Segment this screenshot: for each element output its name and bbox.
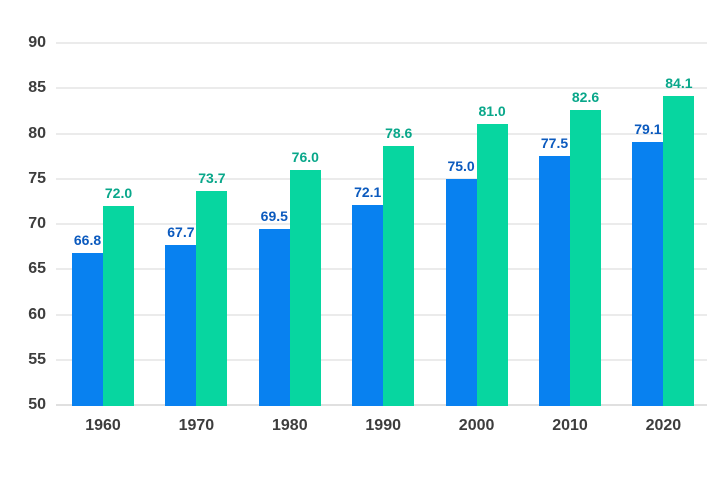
x-axis-tick-label: 1970 [178, 417, 215, 434]
bar-value-label-blue: 75.0 [447, 157, 475, 174]
bar-value-label-blue: 72.1 [354, 183, 382, 200]
bar-value-label-green: 81.0 [478, 103, 506, 120]
bar-value-label-green: 73.7 [198, 169, 226, 186]
x-axis-tick-label: 2010 [552, 417, 588, 434]
bar-value-label-blue: 79.1 [634, 120, 662, 137]
bar-value-label-green: 72.0 [104, 184, 133, 201]
bar-series-green [663, 96, 695, 406]
bar-value-label-green: 82.6 [571, 88, 600, 105]
bar-series-green [476, 124, 508, 406]
y-axis-tick-label: 70 [28, 215, 46, 232]
bar-value-label-blue: 69.5 [260, 207, 288, 224]
y-axis-tick-label: 80 [28, 124, 46, 142]
gridline [56, 42, 707, 44]
bar-value-label-blue: 66.8 [73, 231, 102, 248]
bar-value-label-green: 78.6 [385, 125, 413, 142]
y-axis-tick-label: 55 [28, 350, 46, 368]
y-axis-tick-label: 90 [28, 34, 46, 51]
y-axis-tick-label: 85 [28, 79, 46, 97]
x-axis-tick-label: 1980 [272, 417, 308, 434]
bar-value-label-blue: 77.5 [540, 135, 569, 152]
bar-series-blue [72, 252, 103, 406]
x-axis-tick-label: 2020 [645, 417, 682, 434]
bar-series-blue [352, 204, 384, 406]
bar-value-label-green: 76.0 [291, 148, 319, 165]
bar-series-blue [165, 244, 197, 406]
y-axis-tick-label: 50 [28, 396, 46, 413]
y-axis-tick-label: 75 [28, 169, 46, 187]
bar-value-label-green: 84.1 [665, 75, 693, 92]
gridline [56, 87, 707, 90]
bar-series-blue [632, 141, 664, 406]
bar-series-green [103, 205, 134, 406]
bar-series-green [196, 190, 228, 406]
x-axis-tick-label: 2000 [458, 417, 495, 434]
gridline [56, 177, 707, 180]
bar-value-label-blue: 67.7 [167, 223, 195, 240]
bar-series-green [289, 169, 321, 406]
y-axis-tick-label: 65 [28, 260, 46, 278]
y-axis-tick-label: 60 [28, 305, 46, 323]
bar-series-blue [258, 228, 290, 406]
bar-series-green [570, 109, 601, 406]
bar-series-green [383, 146, 415, 406]
bar-series-blue [539, 156, 570, 406]
bar-series-blue [445, 178, 477, 406]
x-axis-tick-label: 1960 [85, 417, 121, 434]
gridline [56, 132, 707, 135]
x-axis-tick-label: 1990 [365, 417, 401, 434]
